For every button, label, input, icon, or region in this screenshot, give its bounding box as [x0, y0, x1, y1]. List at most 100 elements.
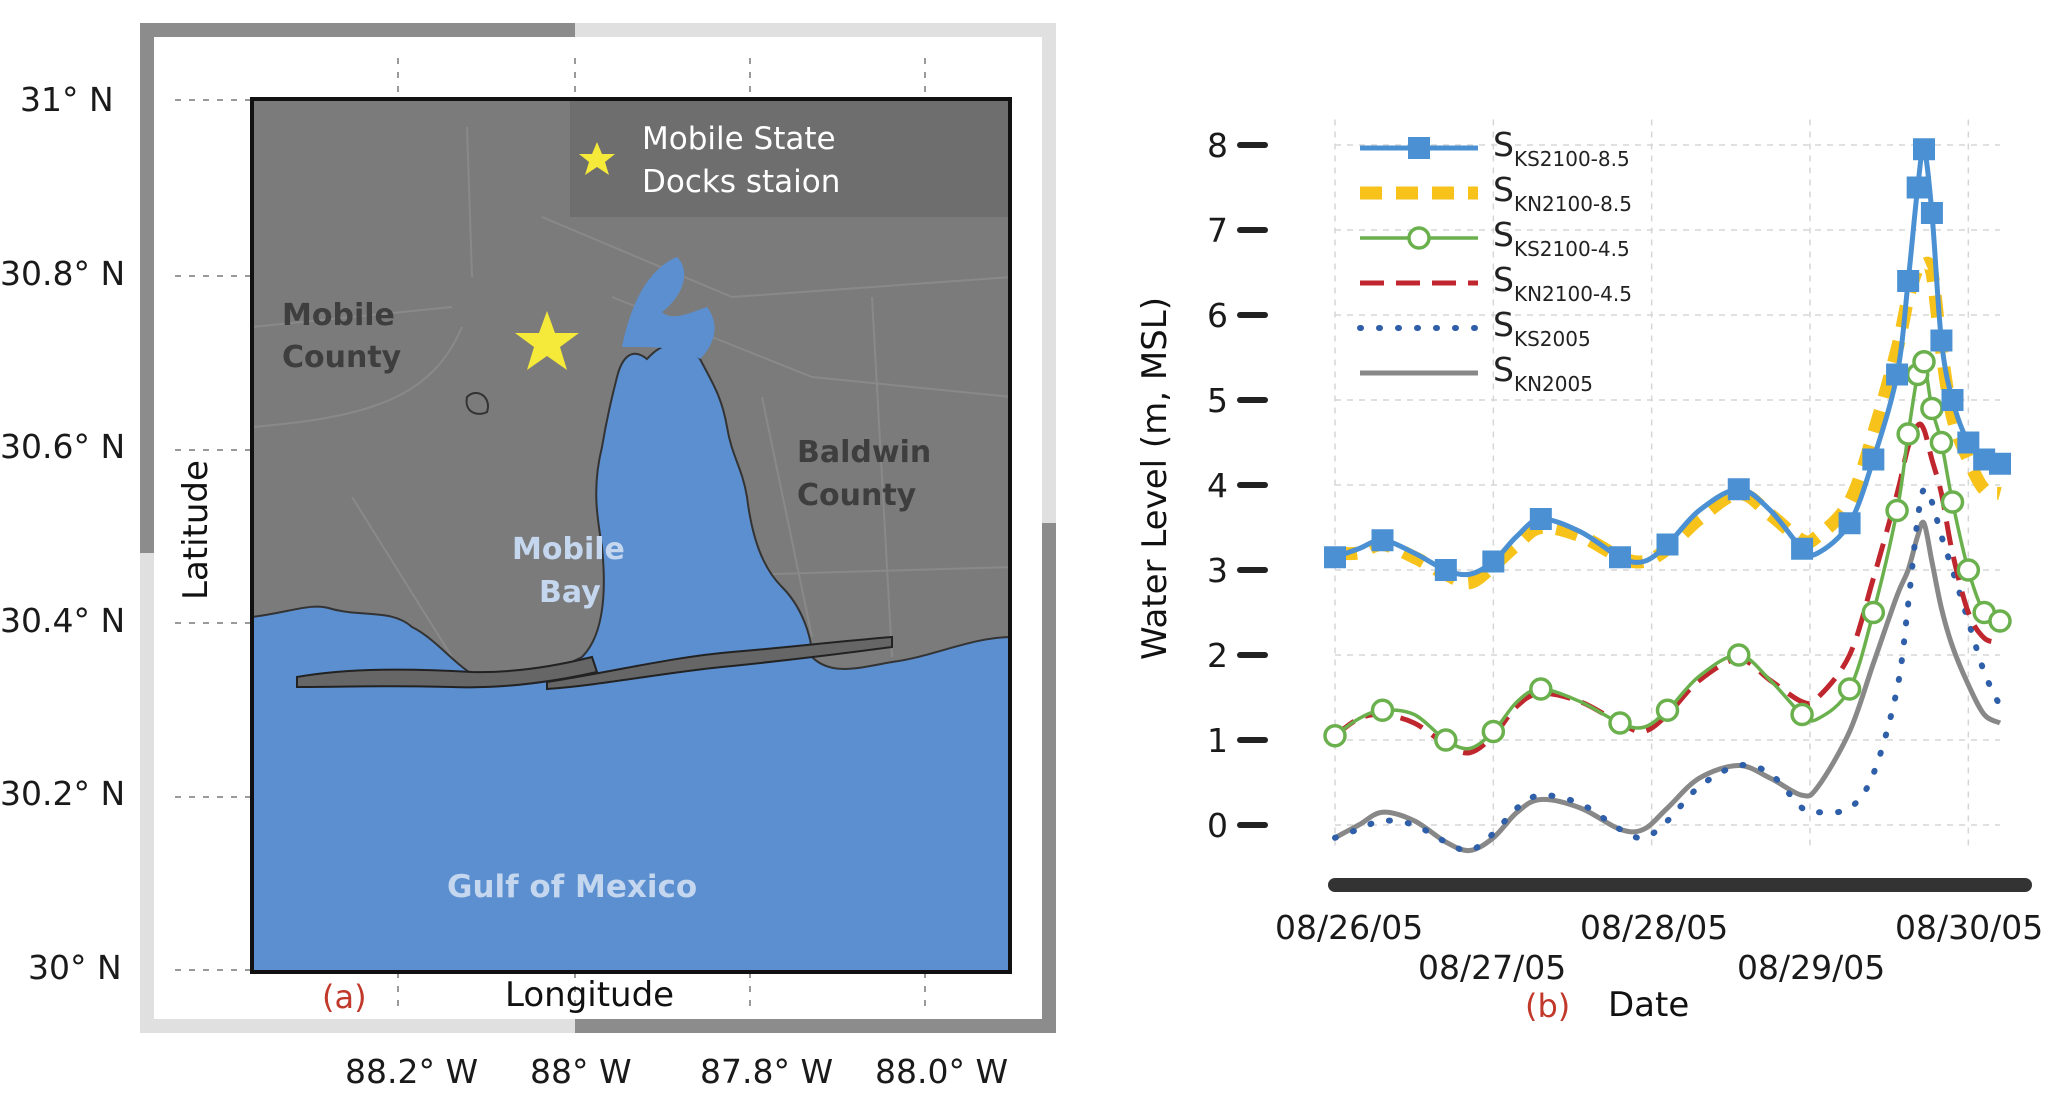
marker-S_KS2100-8.5-23	[1913, 138, 1935, 161]
lat-tick-31: 31° N	[20, 80, 114, 119]
map-legend-box	[570, 97, 1012, 217]
label-baldwin-county-1: Baldwin	[797, 435, 931, 470]
y-tick-label-6: 6	[1207, 296, 1228, 335]
lon-tick-87-8: 87.8° W	[700, 1052, 834, 1091]
chart-ylabel: Water Level (m, MSL)	[1135, 297, 1175, 660]
label-mobile-county-2: County	[282, 340, 402, 375]
chart-xlabel: Date	[1608, 985, 1690, 1025]
marker-S_KS2100-8.5-8	[1529, 508, 1552, 530]
legend-label-0: SKS2100-8.5	[1493, 125, 1630, 171]
x-tick-08-27: 08/27/05	[1418, 948, 1567, 987]
y-tick-label-3: 3	[1207, 551, 1228, 590]
marker-S_KS2100-4.5-19	[1861, 600, 1886, 625]
map-barrier-island	[296, 655, 599, 689]
lat-tick-30-2: 30.2° N	[0, 774, 126, 813]
marker-S_KS2100-4.5-2	[1370, 698, 1395, 722]
legend-sub-3: KN2100-4.5	[1514, 282, 1632, 306]
marker-S_KS2100-8.5-10	[1609, 546, 1631, 569]
marker-S_KS2100-8.5-27	[1957, 431, 1980, 454]
marker-S_KS2100-4.5-21	[1896, 422, 1920, 446]
marker-S_KS2100-8.5-25	[1930, 329, 1953, 352]
marker-S_KS2100-4.5-14	[1727, 643, 1751, 667]
label-mobile-bay-1: Mobile	[512, 532, 625, 567]
series-line-S_KN2005	[1333, 519, 2002, 854]
chart-panel-label: (b)	[1525, 987, 1571, 1025]
y-tick-label-1: 1	[1207, 721, 1228, 760]
legend-label-5: SKN2005	[1493, 350, 1593, 396]
y-tick-label-4: 4	[1207, 466, 1228, 505]
map-legend-line1: Mobile State	[642, 121, 836, 157]
map-xlabel: Longitude	[505, 975, 675, 1015]
map-barrier-island-east	[546, 635, 893, 691]
frame-left-bottom-bar	[140, 553, 154, 1033]
marker-S_KS2100-4.5-29	[1988, 609, 2012, 633]
label-baldwin-county-2: County	[797, 478, 917, 513]
legend-sub-5: KN2005	[1514, 372, 1593, 396]
lat-tick-30-8: 30.8° N	[0, 254, 126, 293]
series-line-S_KS2100-8.5	[1334, 146, 2001, 578]
marker-S_KS2100-4.5-10	[1608, 711, 1632, 735]
legend-label-3: SKN2100-4.5	[1493, 260, 1632, 306]
y-tick-label-0: 0	[1207, 806, 1228, 845]
marker-S_KS2100-4.5-20	[1885, 498, 1909, 523]
marker-S_KS2100-8.5-2	[1371, 529, 1394, 552]
y-tick-label-7: 7	[1207, 211, 1228, 250]
map-panel-label: (a)	[322, 978, 367, 1016]
marker-S_KS2100-8.5-6	[1482, 550, 1505, 573]
series-line-S_KS2005	[1332, 485, 2003, 854]
frame-top-right-bar	[575, 23, 1055, 37]
chart-legend: SKS2100-8.5SKN2100-8.5SKS2100-4.5SKN2100…	[1357, 125, 1632, 396]
marker-S_KS2100-4.5-18	[1837, 677, 1862, 701]
frame-bottom-left-bar	[140, 1019, 575, 1033]
map-grid-guides	[175, 58, 926, 1010]
lat-tick-30: 30° N	[28, 948, 122, 987]
legend-label-4: SKS2005	[1493, 305, 1591, 351]
marker-S_KS2100-4.5-0	[1323, 724, 1347, 748]
legend-star-icon	[579, 142, 615, 175]
y-tick-label-8: 8	[1207, 126, 1228, 165]
x-tick-08-30: 08/30/05	[1895, 908, 2044, 947]
legend-sub-1: KN2100-8.5	[1514, 192, 1632, 216]
lat-tick-30-6: 30.6° N	[0, 427, 126, 466]
marker-S_KS2100-4.5-12	[1655, 698, 1680, 722]
lat-tick-30-4: 30.4° N	[0, 601, 126, 640]
map-border	[250, 97, 1012, 974]
chart-axes: 0 1 2 3 4 5 6 7 8	[1207, 126, 2032, 892]
marker-S_KS2100-4.5-8	[1529, 677, 1553, 701]
y-tick-label-2: 2	[1207, 636, 1228, 675]
marker-S_KS2100-8.5-0	[1324, 546, 1346, 569]
marker-S_KS2100-8.5-19	[1862, 448, 1885, 471]
marker-S_KS2100-4.5-24	[1920, 396, 1944, 421]
station-star-icon	[515, 311, 579, 370]
frame-bottom-right-bar	[575, 1019, 1055, 1033]
legend-marker-2	[1407, 226, 1431, 250]
legend-marker-0	[1408, 137, 1430, 159]
marker-S_KS2100-4.5-23	[1912, 350, 1936, 374]
marker-S_KS2100-4.5-4	[1434, 728, 1458, 752]
legend-sub-2: KS2100-4.5	[1514, 237, 1630, 261]
marker-S_KS2100-8.5-26	[1941, 389, 1964, 411]
legend-label-2: SKS2100-4.5	[1493, 215, 1630, 261]
label-gulf: Gulf of Mexico	[447, 869, 697, 905]
marker-S_KS2100-8.5-24	[1920, 202, 1943, 224]
label-mobile-county-1: Mobile	[282, 298, 395, 333]
map-delta	[622, 257, 715, 359]
frame-right-top-bar	[1042, 23, 1056, 523]
lon-tick-88-2: 88.2° W	[345, 1052, 479, 1091]
map-image: Mobile State Docks staion Mobile County …	[252, 97, 1012, 974]
marker-S_KS2100-8.5-22	[1906, 176, 1929, 199]
frame-right-bottom-bar	[1042, 523, 1056, 1033]
map-ylabel: Latitude	[176, 460, 216, 600]
marker-S_KS2100-8.5-20	[1886, 363, 1909, 386]
marker-S_KS2100-4.5-6	[1481, 719, 1506, 744]
y-tick-label-5: 5	[1207, 381, 1228, 420]
marker-S_KS2100-4.5-26	[1940, 490, 1965, 514]
marker-S_KS2100-8.5-21	[1897, 270, 1920, 292]
marker-S_KS2100-4.5-25	[1929, 430, 1954, 455]
legend-label-1: SKN2100-8.5	[1493, 170, 1632, 216]
marker-S_KS2100-8.5-18	[1838, 512, 1861, 535]
series-line-S_KN2100-8.5	[1334, 256, 2002, 590]
label-mobile-bay-2: Bay	[539, 575, 601, 610]
marker-S_KS2100-8.5-29	[1989, 452, 2011, 475]
map-island	[465, 392, 489, 415]
